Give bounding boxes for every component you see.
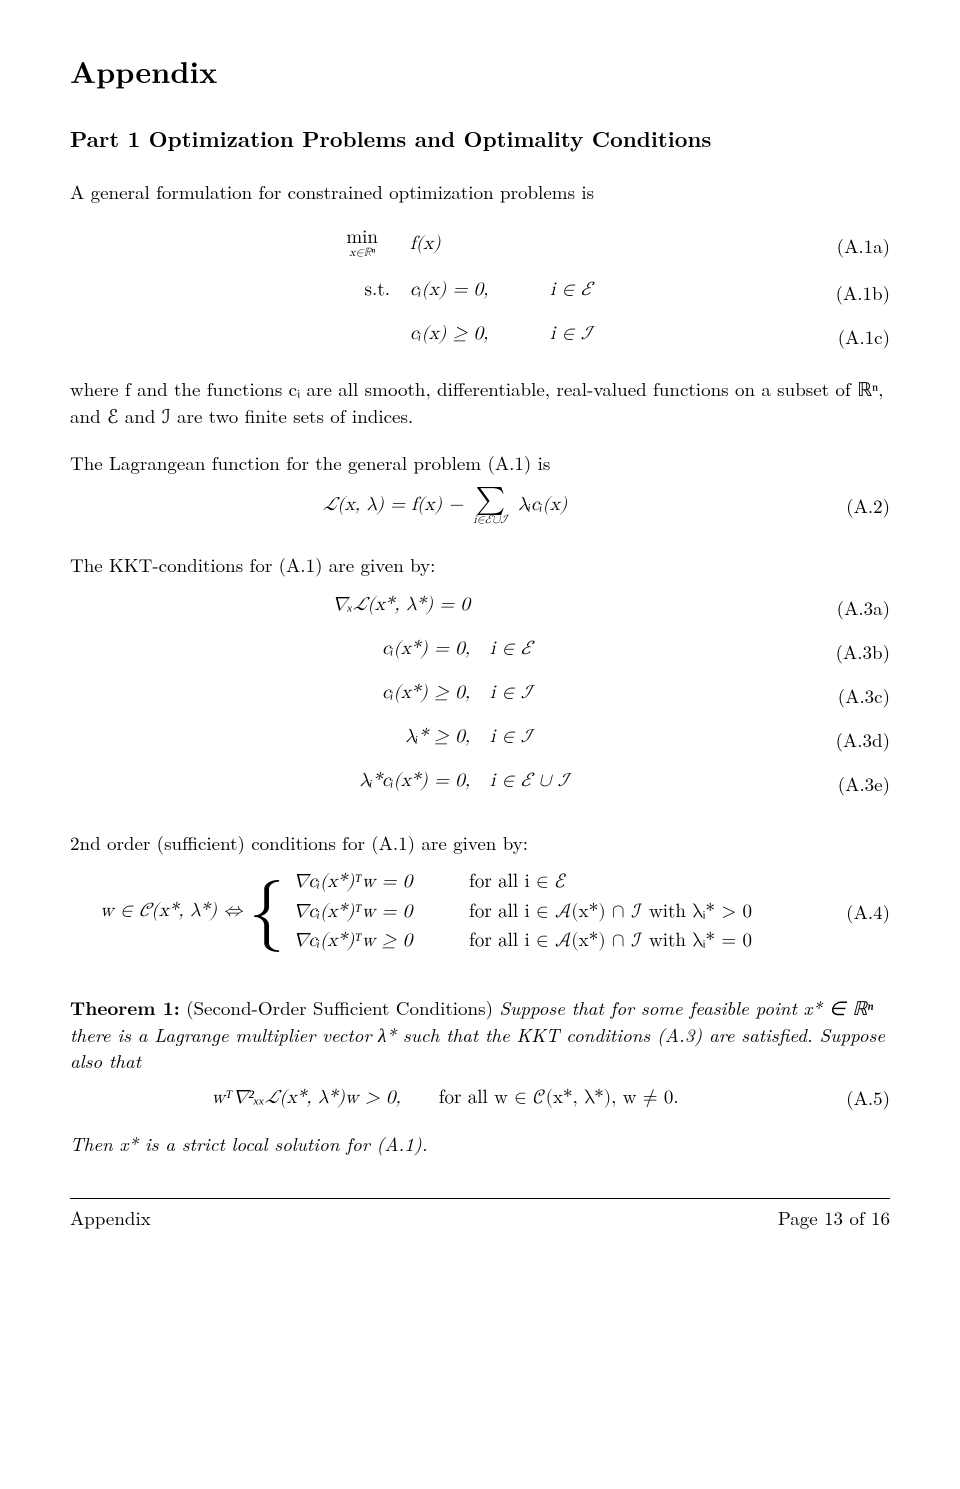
eq-A1a-min-sub: x∈ℝⁿ <box>346 247 378 259</box>
second-order-text: 2nd order (sufficient) conditions for (A… <box>70 830 890 857</box>
eq-A4-tag: (A.4) <box>820 899 890 926</box>
eq-A4-row1-r: for all i ∈ 𝒜(x*) ∩ ℐ with λᵢ* > 0 <box>469 902 752 921</box>
sum-icon: ∑ i∈ℰ∪ℐ <box>473 486 507 526</box>
eq-A4-row0-r: for all i ∈ ℰ <box>469 872 567 891</box>
eq-A4-row0-l: ∇cᵢ(x*)ᵀw = 0 <box>293 869 463 896</box>
equation-A3d: λᵢ* ≥ 0, i ∈ ℐ (A.3d) <box>70 721 890 759</box>
page-title: Appendix <box>70 50 890 92</box>
eq-A4-row2-r: for all i ∈ 𝒜(x*) ∩ ℐ with λᵢ* = 0 <box>469 931 752 950</box>
equation-group-A3: ∇ₓℒ(x*, λ*) = 0 (A.3a) cᵢ(x*) = 0, i ∈ ℰ… <box>70 589 890 804</box>
equation-A3b: cᵢ(x*) = 0, i ∈ ℰ (A.3b) <box>70 633 890 671</box>
eq-A3e-tag: (A.3e) <box>820 771 890 798</box>
eq-A1b-st: s.t. <box>365 280 390 299</box>
eq-A3d-l: λᵢ* ≥ 0, <box>405 727 470 746</box>
theorem-label: Theorem 1: <box>70 993 180 1021</box>
kkt-text: The KKT-conditions for (A.1) are given b… <box>70 552 890 579</box>
eq-A3d-tag: (A.3d) <box>820 727 890 754</box>
eq-A2-tag: (A.2) <box>820 493 890 520</box>
theorem-body-2: Then x* is a strict local solution for (… <box>70 1131 890 1158</box>
eq-A3b-tag: (A.3b) <box>820 639 890 666</box>
equation-A5-block: wᵀ∇²ₓₓℒ(x*, λ*)w > 0, for all w ∈ 𝒞(x*, … <box>70 1085 890 1112</box>
theorem-paren: (Second-Order Sufficient Conditions) <box>180 994 500 1021</box>
para-after-A1: where f and the functions cᵢ are all smo… <box>70 376 890 429</box>
eq-A3b-l: cᵢ(x*) = 0, <box>382 639 470 658</box>
equation-A1b: s.t. cᵢ(x) = 0, i ∈ ℰ (A.1b) <box>70 274 890 312</box>
eq-A1c-tag: (A.1c) <box>820 324 890 351</box>
eq-A3a-l: ∇ₓℒ(x*, λ*) = 0 <box>332 595 470 614</box>
eq-A3e-l: λᵢ*cᵢ(x*) = 0, <box>359 771 470 790</box>
eq-A1c-cond: i ∈ ℐ <box>550 324 592 343</box>
eq-A3b-r: i ∈ ℰ <box>490 639 532 658</box>
page-footer: Appendix Page 13 of 16 <box>70 1205 890 1232</box>
equation-A1c: cᵢ(x) ≥ 0, i ∈ ℐ (A.1c) <box>70 318 890 356</box>
footer-rule <box>70 1198 890 1199</box>
eq-A2-rhs: λᵢcᵢ(x) <box>518 495 567 514</box>
eq-A5-r: for all w ∈ 𝒞(x*, λ*), w ≠ 0. <box>439 1088 679 1107</box>
footer-right: Page 13 of 16 <box>778 1205 890 1232</box>
equation-group-A1: min x∈ℝⁿ f(x) (A.1a) s.t. cᵢ(x) = 0, i ∈… <box>70 225 890 356</box>
equation-A4-block: w ∈ 𝒞(x*, λ*) ⇔ { ∇cᵢ(x*)ᵀw = 0 for all … <box>70 866 890 958</box>
eq-A5-l: wᵀ∇²ₓₓℒ(x*, λ*)w > 0, <box>211 1088 401 1107</box>
section-heading: Part 1 Optimization Problems and Optimal… <box>70 124 890 155</box>
eq-A1a-tag: (A.1a) <box>820 233 890 260</box>
eq-A1a-min: min <box>346 228 378 247</box>
eq-A3c-r: i ∈ ℐ <box>490 683 532 702</box>
eq-A4-row1-l: ∇cᵢ(x*)ᵀw = 0 <box>293 899 463 926</box>
eq-A1a-rhs: f(x) <box>410 234 441 253</box>
equation-A3a: ∇ₓℒ(x*, λ*) = 0 (A.3a) <box>70 589 890 627</box>
eq-A2-sumsub: i∈ℰ∪ℐ <box>473 514 507 526</box>
eq-A3d-r: i ∈ ℐ <box>490 727 532 746</box>
eq-A1c-mid: cᵢ(x) ≥ 0, <box>410 324 488 343</box>
eq-A3c-tag: (A.3c) <box>820 683 890 710</box>
eq-A1b-mid: cᵢ(x) = 0, <box>410 280 488 299</box>
eq-A3e-r: i ∈ ℰ ∪ ℐ <box>490 771 569 790</box>
lagrangean-text: The Lagrangean function for the general … <box>70 450 890 477</box>
equation-A1a: min x∈ℝⁿ f(x) (A.1a) <box>70 225 890 268</box>
left-brace-icon: { <box>249 880 285 945</box>
eq-A4-prefix: w ∈ 𝒞(x*, λ*) ⇔ <box>100 901 242 920</box>
eq-A2-lhs: ℒ(x, λ) = f(x) − <box>323 495 463 514</box>
theorem-1: Theorem 1: (Second-Order Sufficient Cond… <box>70 994 890 1075</box>
equation-A3e: λᵢ*cᵢ(x*) = 0, i ∈ ℰ ∪ ℐ (A.3e) <box>70 765 890 803</box>
intro-paragraph: A general formulation for constrained op… <box>70 179 890 206</box>
eq-A3a-tag: (A.3a) <box>820 595 890 622</box>
eq-A1b-cond: i ∈ ℰ <box>550 280 592 299</box>
equation-A3c: cᵢ(x*) ≥ 0, i ∈ ℐ (A.3c) <box>70 677 890 715</box>
footer-left: Appendix <box>70 1205 151 1232</box>
equation-A2-block: ℒ(x, λ) = f(x) − ∑ i∈ℰ∪ℐ λᵢcᵢ(x) (A.2) <box>70 486 890 526</box>
eq-A4-row2-l: ∇cᵢ(x*)ᵀw ≥ 0 <box>293 928 463 955</box>
eq-A3c-l: cᵢ(x*) ≥ 0, <box>382 683 470 702</box>
eq-A1b-tag: (A.1b) <box>820 280 890 307</box>
eq-A5-tag: (A.5) <box>820 1085 890 1112</box>
